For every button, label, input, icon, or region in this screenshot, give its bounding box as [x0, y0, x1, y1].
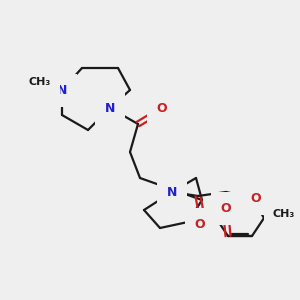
Text: O: O: [221, 202, 231, 214]
Text: O: O: [195, 218, 205, 230]
Text: CH₃: CH₃: [29, 77, 51, 87]
Text: CH₃: CH₃: [273, 209, 295, 219]
Text: N: N: [167, 185, 177, 199]
Text: N: N: [105, 101, 115, 115]
Text: O: O: [251, 191, 261, 205]
Text: N: N: [57, 83, 67, 97]
Text: O: O: [157, 101, 167, 115]
